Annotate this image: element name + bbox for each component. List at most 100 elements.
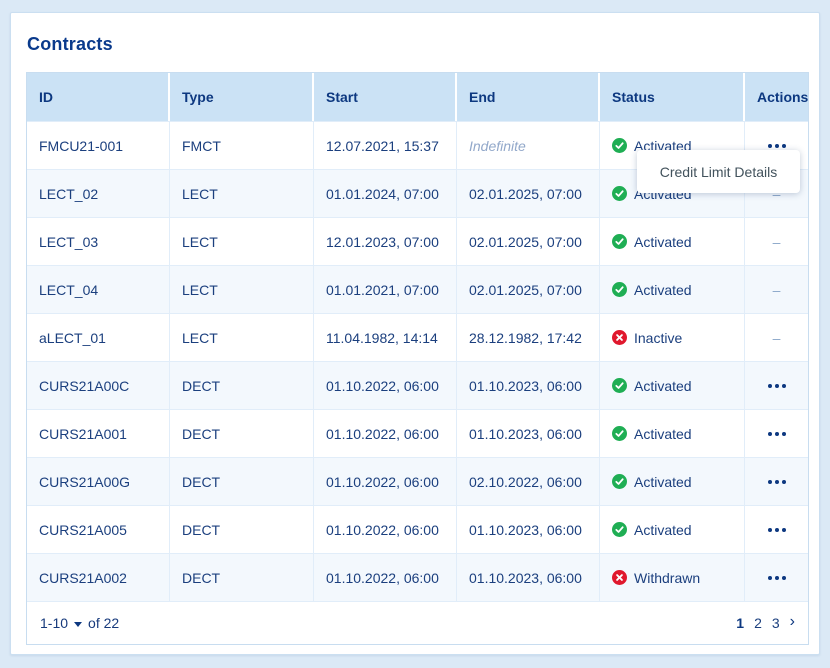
status-label: Withdrawn bbox=[634, 569, 701, 586]
cell-start-date: 01.01.2021, 07:00 bbox=[314, 266, 457, 313]
status-ok-icon bbox=[612, 426, 627, 441]
cell-status: Activated bbox=[600, 122, 745, 169]
page-title: Contracts bbox=[27, 34, 113, 54]
table-row: LECT_02 LECT 01.01.2024, 07:00 02.01.2025, … bbox=[27, 169, 808, 217]
no-actions-placeholder: – bbox=[772, 185, 781, 202]
status-label: Activated bbox=[634, 377, 692, 394]
cell-status: Withdrawn bbox=[600, 554, 745, 601]
table-row: LECT_03 LECT 12.01.2023, 07:00 02.01.2025, … bbox=[27, 217, 808, 265]
more-actions-button[interactable] bbox=[763, 522, 791, 538]
contracts-card: Contracts ID Type Start End Status Actions FM… bbox=[10, 12, 820, 655]
table-row: CURS21A001 DECT 01.10.2022, 06:00 01.10.202… bbox=[27, 409, 808, 457]
page-range-label: 1-10 bbox=[40, 615, 69, 631]
cell-actions bbox=[745, 362, 808, 409]
status-label: Activated bbox=[634, 521, 692, 538]
cell-actions bbox=[745, 554, 808, 601]
status-label: Activated bbox=[634, 233, 692, 250]
cell-contract-type: DECT bbox=[170, 410, 314, 457]
cell-start-date: 01.01.2024, 07:00 bbox=[314, 170, 457, 217]
pagination-next-icon[interactable]: › bbox=[789, 613, 795, 630]
cell-contract-id: LECT_02 bbox=[27, 170, 170, 217]
cell-contract-id: CURS21A001 bbox=[27, 410, 170, 457]
column-header-start: Start bbox=[314, 73, 457, 121]
cell-status: Activated bbox=[600, 266, 745, 313]
no-actions-placeholder: – bbox=[772, 281, 781, 298]
more-actions-button[interactable] bbox=[763, 378, 791, 394]
cell-end-date: 01.10.2023, 06:00 bbox=[457, 410, 600, 457]
pagination-page-3[interactable]: 3 bbox=[771, 615, 780, 631]
cell-start-date: 11.04.1982, 14:14 bbox=[314, 314, 457, 361]
pagination: 1 2 3 › bbox=[736, 613, 795, 632]
cell-contract-id: LECT_03 bbox=[27, 218, 170, 265]
cell-end-date: 02.01.2025, 07:00 bbox=[457, 218, 600, 265]
table-header-row: ID Type Start End Status Actions bbox=[27, 73, 808, 121]
cell-end-date: 02.01.2025, 07:00 bbox=[457, 266, 600, 313]
cell-status: Inactive bbox=[600, 314, 745, 361]
cell-actions bbox=[745, 122, 808, 169]
end-date-value: 01.10.2023, 06:00 bbox=[469, 425, 582, 442]
column-header-end: End bbox=[457, 73, 600, 121]
cell-actions bbox=[745, 458, 808, 505]
cell-contract-id: CURS21A00C bbox=[27, 362, 170, 409]
cell-contract-id: aLECT_01 bbox=[27, 314, 170, 361]
cell-end-date: 01.10.2023, 06:00 bbox=[457, 554, 600, 601]
caret-down-icon bbox=[74, 621, 83, 627]
cell-end-date: 02.01.2025, 07:00 bbox=[457, 170, 600, 217]
more-actions-button[interactable] bbox=[763, 426, 791, 442]
page-size-selector[interactable]: 1-10 of 22 bbox=[40, 615, 119, 631]
cell-actions bbox=[745, 506, 808, 553]
cell-status: Activated bbox=[600, 362, 745, 409]
cell-end-date: Indefinite bbox=[457, 122, 600, 169]
cell-contract-id: CURS21A005 bbox=[27, 506, 170, 553]
cell-end-date: 28.12.1982, 17:42 bbox=[457, 314, 600, 361]
cell-actions: – bbox=[745, 170, 808, 217]
pagination-page-2[interactable]: 2 bbox=[754, 615, 762, 631]
table-row: CURS21A002 DECT 01.10.2022, 06:00 01.10.202… bbox=[27, 553, 808, 601]
cell-end-date: 02.10.2022, 06:00 bbox=[457, 458, 600, 505]
status-ok-icon bbox=[612, 378, 627, 393]
status-label: Activated bbox=[634, 137, 692, 154]
cell-contract-type: LECT bbox=[170, 314, 314, 361]
end-date-value: 02.01.2025, 07:00 bbox=[469, 185, 582, 202]
status-error-icon bbox=[612, 330, 627, 345]
cell-end-date: 01.10.2023, 06:00 bbox=[457, 362, 600, 409]
table-row: aLECT_01 LECT 11.04.1982, 14:14 28.12.1982,… bbox=[27, 313, 808, 361]
cell-contract-type: FMCT bbox=[170, 122, 314, 169]
column-header-type: Type bbox=[170, 73, 314, 121]
end-date-value: 01.10.2023, 06:00 bbox=[469, 521, 582, 538]
column-header-actions: Actions bbox=[745, 73, 808, 121]
more-actions-button[interactable] bbox=[763, 138, 791, 154]
pagination-page-1[interactable]: 1 bbox=[736, 615, 745, 631]
status-label: Activated bbox=[634, 281, 692, 298]
status-ok-icon bbox=[612, 234, 627, 249]
end-date-value: 28.12.1982, 17:42 bbox=[469, 329, 582, 346]
end-date-value: 02.01.2025, 07:00 bbox=[469, 281, 582, 298]
table-row: LECT_04 LECT 01.01.2021, 07:00 02.01.2025, … bbox=[27, 265, 808, 313]
end-date-value: 02.01.2025, 07:00 bbox=[469, 233, 582, 250]
total-count-label: of 22 bbox=[88, 615, 120, 631]
cell-actions: – bbox=[745, 314, 808, 361]
more-actions-button[interactable] bbox=[763, 570, 791, 586]
status-ok-icon bbox=[612, 474, 627, 489]
table-row: CURS21A005 DECT 01.10.2022, 06:00 01.10.202… bbox=[27, 505, 808, 553]
cell-status: Activated bbox=[600, 458, 745, 505]
cell-contract-type: DECT bbox=[170, 554, 314, 601]
cell-contract-type: LECT bbox=[170, 266, 314, 313]
status-ok-icon bbox=[612, 522, 627, 537]
no-actions-placeholder: – bbox=[772, 329, 781, 346]
table-footer: 1-10 of 22 1 2 3 › bbox=[27, 601, 808, 644]
cell-status: Activated bbox=[600, 218, 745, 265]
cell-contract-type: DECT bbox=[170, 506, 314, 553]
status-label: Activated bbox=[634, 425, 692, 442]
cell-start-date: 01.10.2022, 06:00 bbox=[314, 362, 457, 409]
table-body: FMCU21-001 FMCT 12.07.2021, 15:37 Indefinit… bbox=[27, 121, 808, 601]
cell-start-date: 12.07.2021, 15:37 bbox=[314, 122, 457, 169]
actions-dropdown-menu: Credit Limit Details bbox=[637, 150, 800, 193]
table-row: CURS21A00G DECT 01.10.2022, 06:00 02.10.202… bbox=[27, 457, 808, 505]
status-label: Inactive bbox=[634, 329, 683, 346]
contracts-table: ID Type Start End Status Actions FMCU21-001 FM… bbox=[26, 72, 809, 645]
end-date-value: 02.10.2022, 06:00 bbox=[469, 473, 582, 490]
more-actions-button[interactable] bbox=[763, 474, 791, 490]
status-error-icon bbox=[612, 570, 627, 585]
menu-item-credit-limit-details[interactable]: Credit Limit Details bbox=[659, 163, 778, 180]
